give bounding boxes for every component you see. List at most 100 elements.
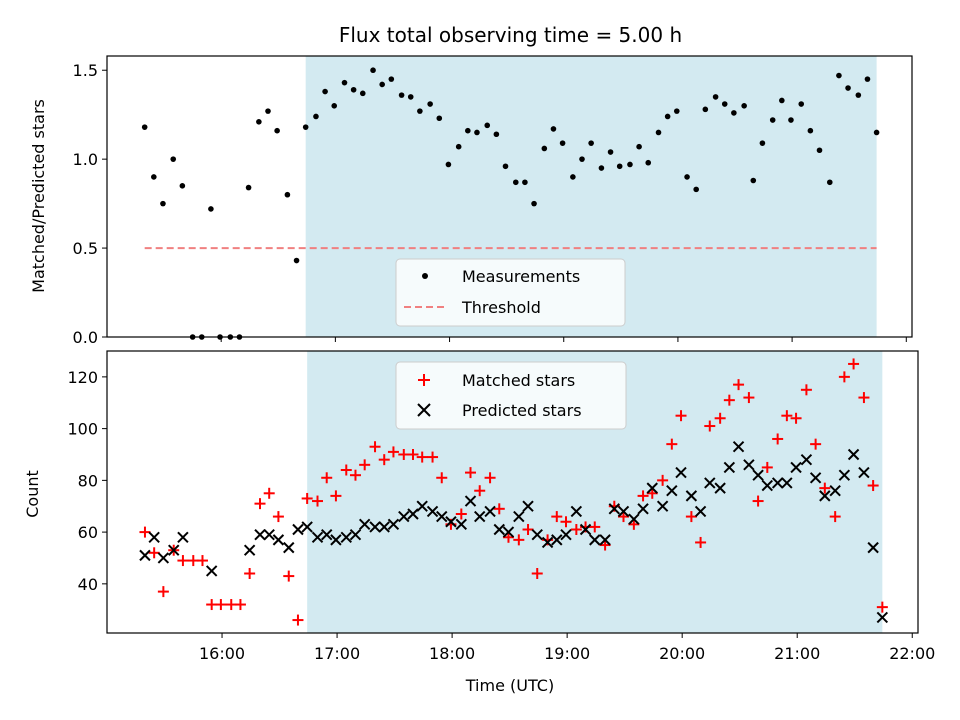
matched-point xyxy=(301,492,313,504)
bottom-y-axis-label: Count xyxy=(23,470,42,518)
matched-point xyxy=(675,410,687,422)
matched-point xyxy=(206,599,218,611)
predicted-point xyxy=(628,513,640,525)
matched-point xyxy=(589,521,601,533)
top-y-ticks: 0.0 0.5 1.0 1.5 xyxy=(73,61,107,347)
predicted-point xyxy=(637,503,649,515)
measurement-point xyxy=(598,165,605,171)
matched-point xyxy=(560,516,572,528)
measurement-point xyxy=(655,129,662,136)
matched-point xyxy=(196,555,208,567)
predicted-point xyxy=(617,505,630,518)
measurement-point xyxy=(388,76,395,82)
measurement-point xyxy=(588,140,594,146)
x-tick-label: 20:00 xyxy=(659,644,705,663)
measurement-point xyxy=(265,108,271,114)
predicted-point xyxy=(541,536,554,549)
measurement-point xyxy=(493,131,500,138)
matched-point xyxy=(215,599,227,611)
matched-point xyxy=(829,511,841,523)
matched-point xyxy=(876,601,888,613)
predicted-point xyxy=(675,466,687,479)
measurement-point xyxy=(826,179,833,186)
measurement-point xyxy=(417,108,423,114)
matched-point xyxy=(838,371,850,383)
measurement-point xyxy=(455,143,462,150)
measurement-point xyxy=(721,101,728,107)
measurement-point xyxy=(616,163,623,170)
matched-point xyxy=(378,454,390,466)
predicted-point xyxy=(656,500,669,512)
measurement-point xyxy=(541,145,548,152)
top-axes-frame xyxy=(106,55,913,338)
predicted-point xyxy=(847,448,860,461)
predicted-point xyxy=(330,534,342,546)
top-panel: 0.0 0.5 1.0 1.5 Matched/Predicted stars Mea… xyxy=(29,55,913,347)
measurement-point xyxy=(522,179,528,186)
measurement-point xyxy=(256,119,262,125)
y-tick-label: 40 xyxy=(78,575,98,594)
predicted-point xyxy=(177,531,189,543)
predicted-point xyxy=(205,565,218,577)
predicted-point xyxy=(464,495,477,507)
matched-point xyxy=(263,487,275,499)
measurement-point xyxy=(284,191,291,198)
legend-threshold-label: Threshold xyxy=(461,298,541,317)
legend-matched-marker xyxy=(418,374,430,386)
measurement-point xyxy=(436,115,443,122)
measurement-point xyxy=(607,149,614,155)
legend-predicted-label: Predicted stars xyxy=(462,401,582,420)
measurement-point xyxy=(759,140,766,146)
matched-point xyxy=(157,586,169,598)
predicted-point xyxy=(732,441,745,453)
bottom-legend-box xyxy=(395,361,627,430)
matched-point xyxy=(340,464,352,476)
measurement-point xyxy=(873,129,880,136)
measurement-point xyxy=(341,79,348,86)
legend-matched-label: Matched stars xyxy=(462,371,575,390)
matched-point xyxy=(800,384,812,396)
matched-point xyxy=(407,448,419,460)
predicted-point xyxy=(714,482,726,494)
matched-point xyxy=(646,487,658,499)
predicted-point xyxy=(301,521,313,533)
measurement-point xyxy=(559,140,566,146)
matched-point xyxy=(148,547,160,559)
predicted-point xyxy=(168,544,180,556)
measurement-point xyxy=(445,161,452,168)
matched-point xyxy=(455,508,467,520)
predicted-point xyxy=(321,528,333,541)
matched-point xyxy=(599,539,611,551)
matched-point xyxy=(781,410,793,422)
predicted-point xyxy=(436,510,448,523)
bottom-legend: Matched stars Predicted stars xyxy=(395,361,627,430)
matched-point xyxy=(330,490,342,502)
measurement-point xyxy=(313,113,319,120)
predicted-point xyxy=(243,544,256,556)
y-tick-label: 1.0 xyxy=(73,150,98,169)
predicted-point xyxy=(148,531,160,543)
x-tick-label: 22:00 xyxy=(889,644,935,663)
matched-point xyxy=(139,526,151,538)
legend-predicted-marker xyxy=(417,403,431,417)
bottom-panel: 40 60 80 100 120 16:00 17:00 18:00 19:00 20:00 21… xyxy=(23,350,935,695)
predicted-point xyxy=(474,510,486,523)
matched-point xyxy=(312,495,324,507)
predicted-point xyxy=(349,528,362,541)
matched-point xyxy=(704,420,716,432)
x-tick-label: 21:00 xyxy=(774,644,820,663)
matched-point xyxy=(531,567,543,579)
matched-point xyxy=(436,472,448,484)
matched-point xyxy=(790,412,802,424)
predicted-point xyxy=(502,526,515,538)
measurement-point xyxy=(322,88,328,95)
measurement-point xyxy=(484,122,491,129)
bottom-axes-frame xyxy=(106,350,919,634)
x-tick-label: 17:00 xyxy=(314,644,360,663)
measurement-point xyxy=(293,257,300,264)
predicted-point xyxy=(838,469,851,481)
matched-point xyxy=(637,490,649,502)
measurement-point xyxy=(836,72,842,79)
predicted-point xyxy=(157,552,170,564)
matched-point xyxy=(369,441,381,453)
